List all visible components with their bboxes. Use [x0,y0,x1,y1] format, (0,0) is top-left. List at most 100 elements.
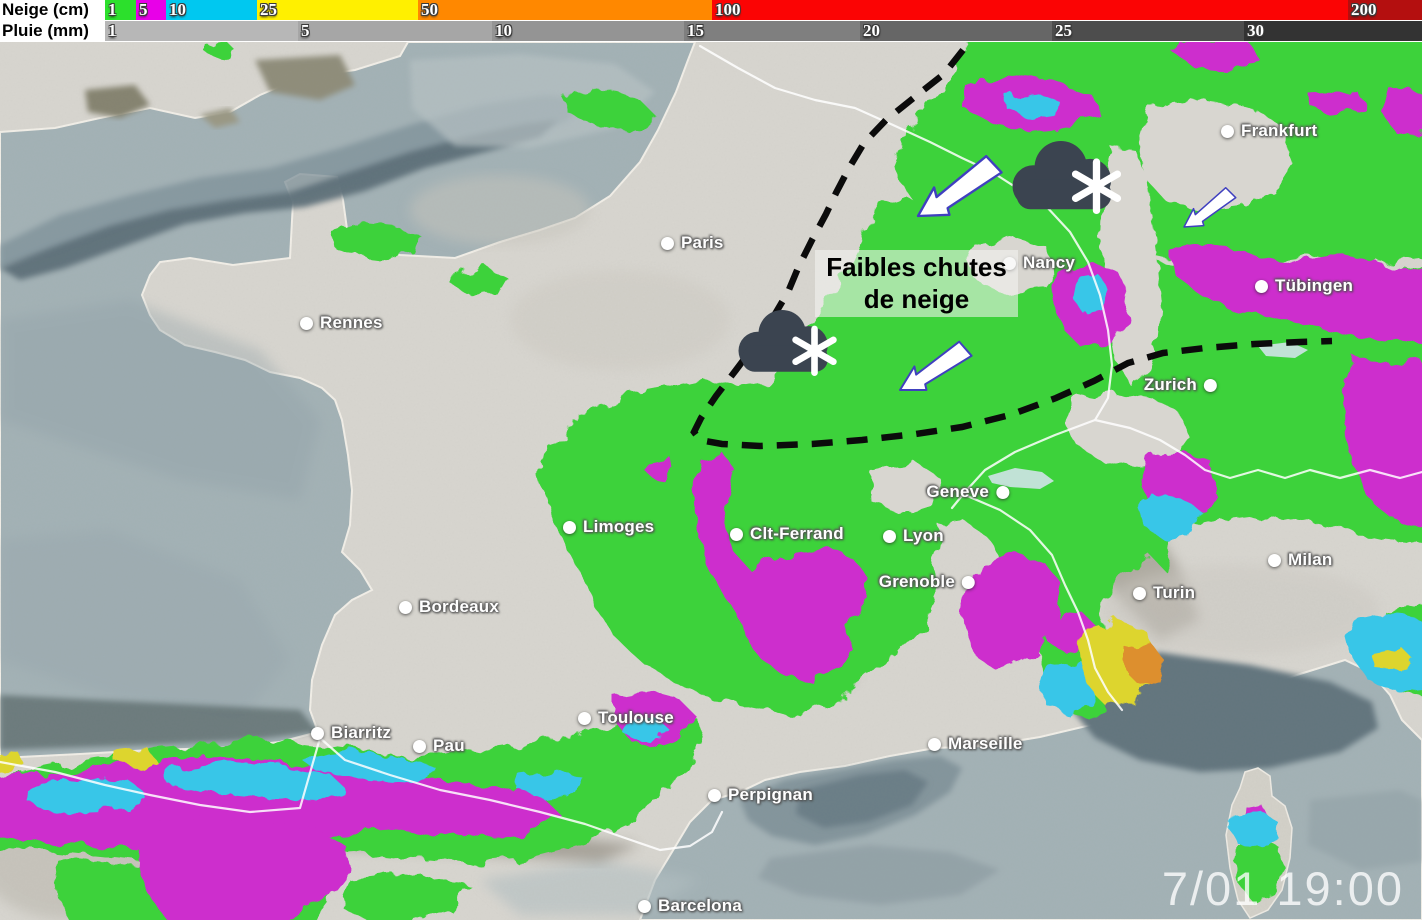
city-dot [661,236,674,250]
annotation-line-2: de neige [863,283,970,314]
legend-row-pluie: Pluie (mm) 1 5 10 15 20 25 30 [0,21,1422,41]
legend-segment-value: 30 [1247,21,1264,40]
legend-segment-value: 15 [687,21,704,40]
legend-segment: 50 [418,0,712,20]
snow-yellow-pyrenees-west [0,752,24,772]
city-marker: Frankfurt [1221,121,1317,141]
city-label: Geneve [926,482,989,501]
city-marker: Lyon [883,526,944,546]
legend-segment: 1 [105,0,136,20]
snow-cyan-luxembourg [1006,92,1058,118]
annotation-icons-layer [738,141,1237,392]
snowfall-annotation: Faibles chutes de neige [815,250,1018,317]
land-hole-frankfurt [1140,100,1290,210]
border-france-spain [318,736,724,852]
snow-yellow-apennines [1368,646,1412,670]
city-label: Clt-Ferrand [750,524,844,543]
snow-yellow-piedmont [1080,620,1158,708]
snow-green-normandy-2 [452,265,505,295]
legend-segment: 10 [492,21,684,41]
annotation-line-1: Faibles chutes [826,251,1007,282]
snow-green-east-france-alps [730,195,1422,722]
legend-segment-value: 5 [301,21,310,40]
city-dot [962,575,975,589]
city-marker: Paris [661,233,724,253]
legend-scale-neige: 1 5 10 25 50 100 200 [105,0,1422,20]
city-dot [1221,124,1234,138]
border-swiss-italy [1093,418,1422,480]
legend-segment-value: 200 [1351,0,1377,19]
legend-segment-value: 25 [260,0,277,19]
snow-cyan-pyrenees-1 [25,778,148,812]
legend-segment-value: 50 [421,0,438,19]
city-dot [399,600,412,614]
legend-segment-value: 25 [1055,21,1072,40]
legend-label-pluie: Pluie (mm) [0,21,105,41]
snow-green-normandy-1 [332,222,420,260]
legend-segment: 30 [1244,21,1422,41]
city-marker: Marseille [928,734,1023,754]
legend-segment: 20 [860,21,1052,41]
city-marker: Perpignan [708,785,813,805]
weather-map-svg [0,42,1422,920]
city-dot [1255,279,1268,293]
city-label: Turin [1153,583,1196,602]
city-marker: Toulouse [578,708,674,728]
snow-cyan-pyrenees-2 [165,762,345,800]
city-marker: Turin [1133,583,1195,603]
city-label: Bordeaux [419,597,500,616]
city-marker: Zurich [1144,375,1217,395]
city-label: Nancy [1023,253,1076,272]
city-label: Rennes [320,313,383,332]
city-dot [883,529,896,543]
forecast-timestamp: 7/01 19:00 [1161,862,1404,915]
legend-segment-value: 5 [139,0,148,19]
snow-magenta-top-3 [1310,92,1364,116]
city-marker: Biarritz [311,723,391,743]
border-france-belgium [698,44,1047,207]
land-hole-swiss-plateau [1064,392,1190,468]
border-spain-west [0,736,322,814]
snow-yellow-pyrenees-west-2 [115,748,155,768]
snow-cyan-pyrenees-4 [518,770,585,800]
city-label: Frankfurt [1241,121,1318,140]
city-dot [996,485,1009,499]
legend-segment-value: 20 [863,21,880,40]
city-label: Marseille [948,734,1023,753]
city-label: Perpignan [728,785,813,804]
city-dot [578,711,591,725]
snow-green-england-speck [205,42,235,58]
snow-green-spain-2 [340,872,470,920]
legend-segment: 10 [166,0,257,20]
snow-green-corsica [1235,838,1285,902]
city-marker: Rennes [300,313,383,333]
city-dot [413,739,426,753]
snowflake-icon [792,336,837,366]
city-label: Paris [681,233,724,252]
city-label: Pau [433,736,465,755]
city-dot [300,316,313,330]
snow-magenta-massif [694,452,868,682]
city-label: Limoges [583,517,655,536]
snow-cyan-vosges [1072,274,1108,314]
city-label: Milan [1288,550,1333,569]
city-marker: Clt-Ferrand [730,524,844,544]
city-marker: Tübingen [1255,276,1353,296]
legend-label-neige: Neige (cm) [0,0,105,20]
legend-segment: 1 [105,21,298,41]
city-marker: Grenoble [879,572,975,592]
snow-magenta-massif-spot [645,455,675,480]
city-label: Toulouse [598,708,674,727]
city-dot [638,899,651,913]
wind-arrow-icon [1183,186,1237,228]
legend-segment: 15 [684,21,860,41]
snow-magenta-top-2 [1382,88,1422,135]
snow-magenta-grenoble [962,552,1060,670]
legend-segment: 100 [712,0,1348,20]
wind-arrow-icon [898,340,973,392]
snow-boundary-dashed-line [690,47,1333,450]
snow-cyan-piedmont [1038,660,1095,715]
legend-segment-value: 10 [169,0,186,19]
